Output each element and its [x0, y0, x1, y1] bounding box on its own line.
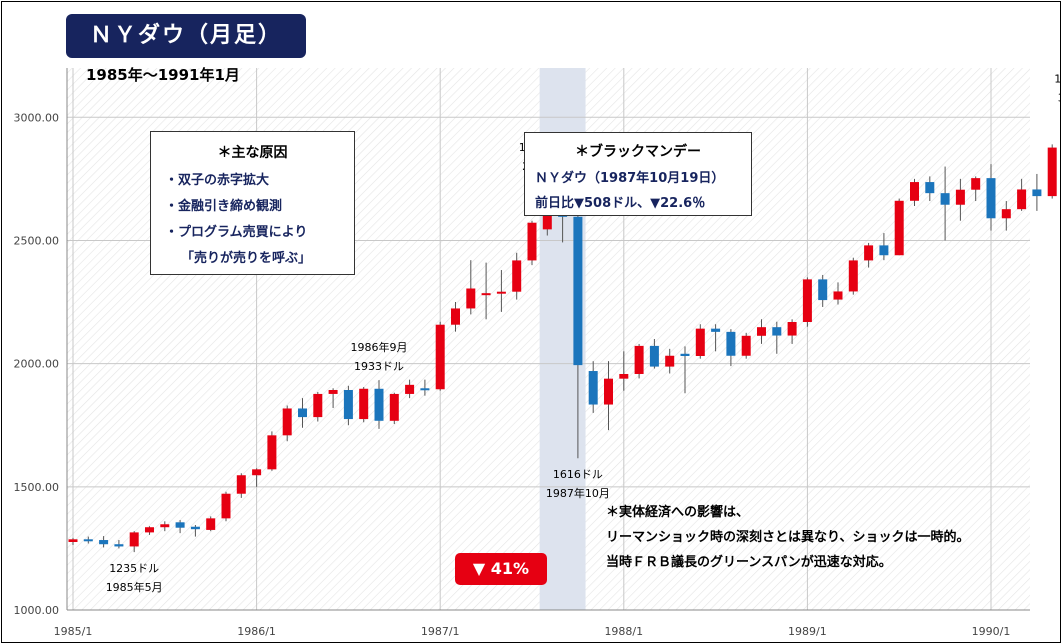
- point-annotation: 1235ドル: [109, 562, 159, 575]
- candle-up: [634, 345, 644, 374]
- candle-up: [741, 335, 751, 356]
- candle-up: [619, 373, 629, 379]
- candle-down: [940, 193, 950, 205]
- impact-line-1: ＊実体経済への影響は、: [606, 505, 750, 520]
- candle-up: [435, 324, 445, 390]
- cause-item-2: ・金融引き締め観測: [165, 199, 283, 214]
- candle-up: [848, 260, 858, 292]
- candle-up: [864, 245, 874, 261]
- candle-down: [879, 245, 889, 256]
- candle-down: [190, 526, 200, 530]
- y-tick-label: 1000.00: [14, 604, 60, 617]
- point-annotation: 1985年5月: [106, 580, 163, 594]
- candle-down: [114, 544, 124, 547]
- candle-down: [420, 388, 430, 391]
- x-tick-label: 1990/1: [972, 625, 1011, 638]
- x-tick-label: 1986/1: [237, 625, 276, 638]
- candle-up: [527, 222, 537, 261]
- candle-up: [802, 279, 812, 323]
- candle-up: [757, 327, 766, 336]
- cause-item-1: ・双子の赤字拡大: [165, 173, 270, 188]
- cause-item-3: ・プログラム売買により: [165, 225, 308, 240]
- candle-down: [1032, 189, 1042, 197]
- black-monday-heading: ＊ブラックマンデー: [575, 144, 701, 160]
- y-tick-label: 2500.00: [14, 234, 60, 247]
- candle-up: [466, 288, 476, 309]
- x-tick-label: 1985/1: [54, 625, 93, 638]
- point-annotation: 1616ドル: [553, 468, 603, 481]
- cause-heading: ＊主な原因: [217, 145, 288, 161]
- impact-line-3: 当時ＦＲＢ議長のグリーンスパンが迅速な対応。: [606, 555, 892, 570]
- x-tick-label: 1987/1: [421, 625, 460, 638]
- y-tick-label: 1500.00: [14, 481, 60, 494]
- impact-line-2: リーマンショック時の深刻さとは異なり、ショックは一時的。: [606, 530, 970, 545]
- period-label: 1985年〜1991年1月: [86, 66, 240, 84]
- candle-down: [680, 353, 690, 356]
- candle-up: [129, 532, 139, 547]
- candle-up: [955, 189, 965, 205]
- candle-down: [298, 408, 307, 418]
- cause-item-continuation: 「売りが売りを呼ぶ」: [181, 251, 312, 266]
- black-monday-date: ＮＹダウ（1987年10月19日）: [535, 171, 725, 186]
- chart-title: ＮＹダウ（月足）: [66, 14, 306, 58]
- black-monday-drop: 前日比▼508ドル、▼22.6％: [535, 196, 706, 211]
- point-annotation: 1986年9月: [351, 340, 408, 354]
- candle-up: [451, 308, 460, 325]
- candle-up: [145, 527, 154, 533]
- candle-down: [573, 216, 583, 366]
- candle-up: [1047, 147, 1057, 197]
- x-tick-label: 1989/1: [788, 625, 827, 638]
- candle-down: [343, 389, 353, 420]
- candle-down: [726, 331, 736, 356]
- candle-down: [99, 540, 109, 545]
- candle-up: [389, 393, 399, 421]
- candle-down: [649, 345, 659, 367]
- candle-down: [83, 539, 93, 542]
- candle-up: [971, 178, 981, 190]
- candle-down: [175, 522, 185, 528]
- point-annotation: 3024ドル: [1058, 91, 1060, 104]
- black-monday-box: ＊ブラックマンデー ＮＹダウ（1987年10月19日） 前日比▼508ドル、▼2…: [524, 132, 752, 216]
- candle-up: [68, 539, 78, 543]
- candle-up: [787, 322, 797, 336]
- candle-up: [282, 408, 292, 436]
- candle-up: [236, 475, 246, 494]
- candle-up: [695, 328, 705, 356]
- candle-down: [772, 327, 782, 336]
- candle-up: [313, 393, 323, 418]
- candle-up: [359, 388, 369, 420]
- x-tick-label: 1988/1: [604, 625, 643, 638]
- candle-up: [160, 524, 170, 528]
- candle-up: [833, 291, 843, 300]
- candle-down: [986, 178, 996, 219]
- candle-down: [818, 279, 828, 301]
- drop-badge: ▼ 41%: [455, 553, 547, 585]
- candle-up: [910, 182, 919, 201]
- candle-up: [252, 469, 262, 476]
- point-annotation: 1933ドル: [354, 360, 404, 373]
- point-annotation: 1987年10月: [546, 486, 610, 500]
- candle-up: [267, 435, 277, 470]
- impact-note: ＊実体経済への影響は、 リーマンショック時の深刻さとは異なり、ショックは一時的。…: [606, 500, 969, 575]
- y-tick-label: 2000.00: [14, 358, 60, 371]
- candle-up: [206, 518, 216, 530]
- candle-up: [665, 355, 675, 367]
- candle-up: [221, 493, 231, 519]
- candle-down: [374, 388, 384, 421]
- point-annotation: 1990年7月: [1054, 71, 1060, 85]
- candle-up: [328, 389, 338, 394]
- cause-box: ＊主な原因 ・双子の赤字拡大 ・金融引き締め観測 ・プログラム売買により 「売り…: [150, 131, 355, 275]
- y-tick-label: 3000.00: [14, 111, 60, 124]
- candle-up: [496, 291, 506, 294]
- candle-down: [711, 328, 721, 332]
- candle-up: [1001, 209, 1011, 219]
- candle-up: [512, 260, 522, 292]
- candle-down: [588, 371, 598, 405]
- candle-up: [405, 384, 415, 394]
- candle-down: [925, 182, 935, 194]
- candle-up: [481, 293, 491, 296]
- candle-up: [604, 378, 613, 405]
- candle-up: [894, 200, 904, 256]
- candle-up: [1017, 189, 1027, 210]
